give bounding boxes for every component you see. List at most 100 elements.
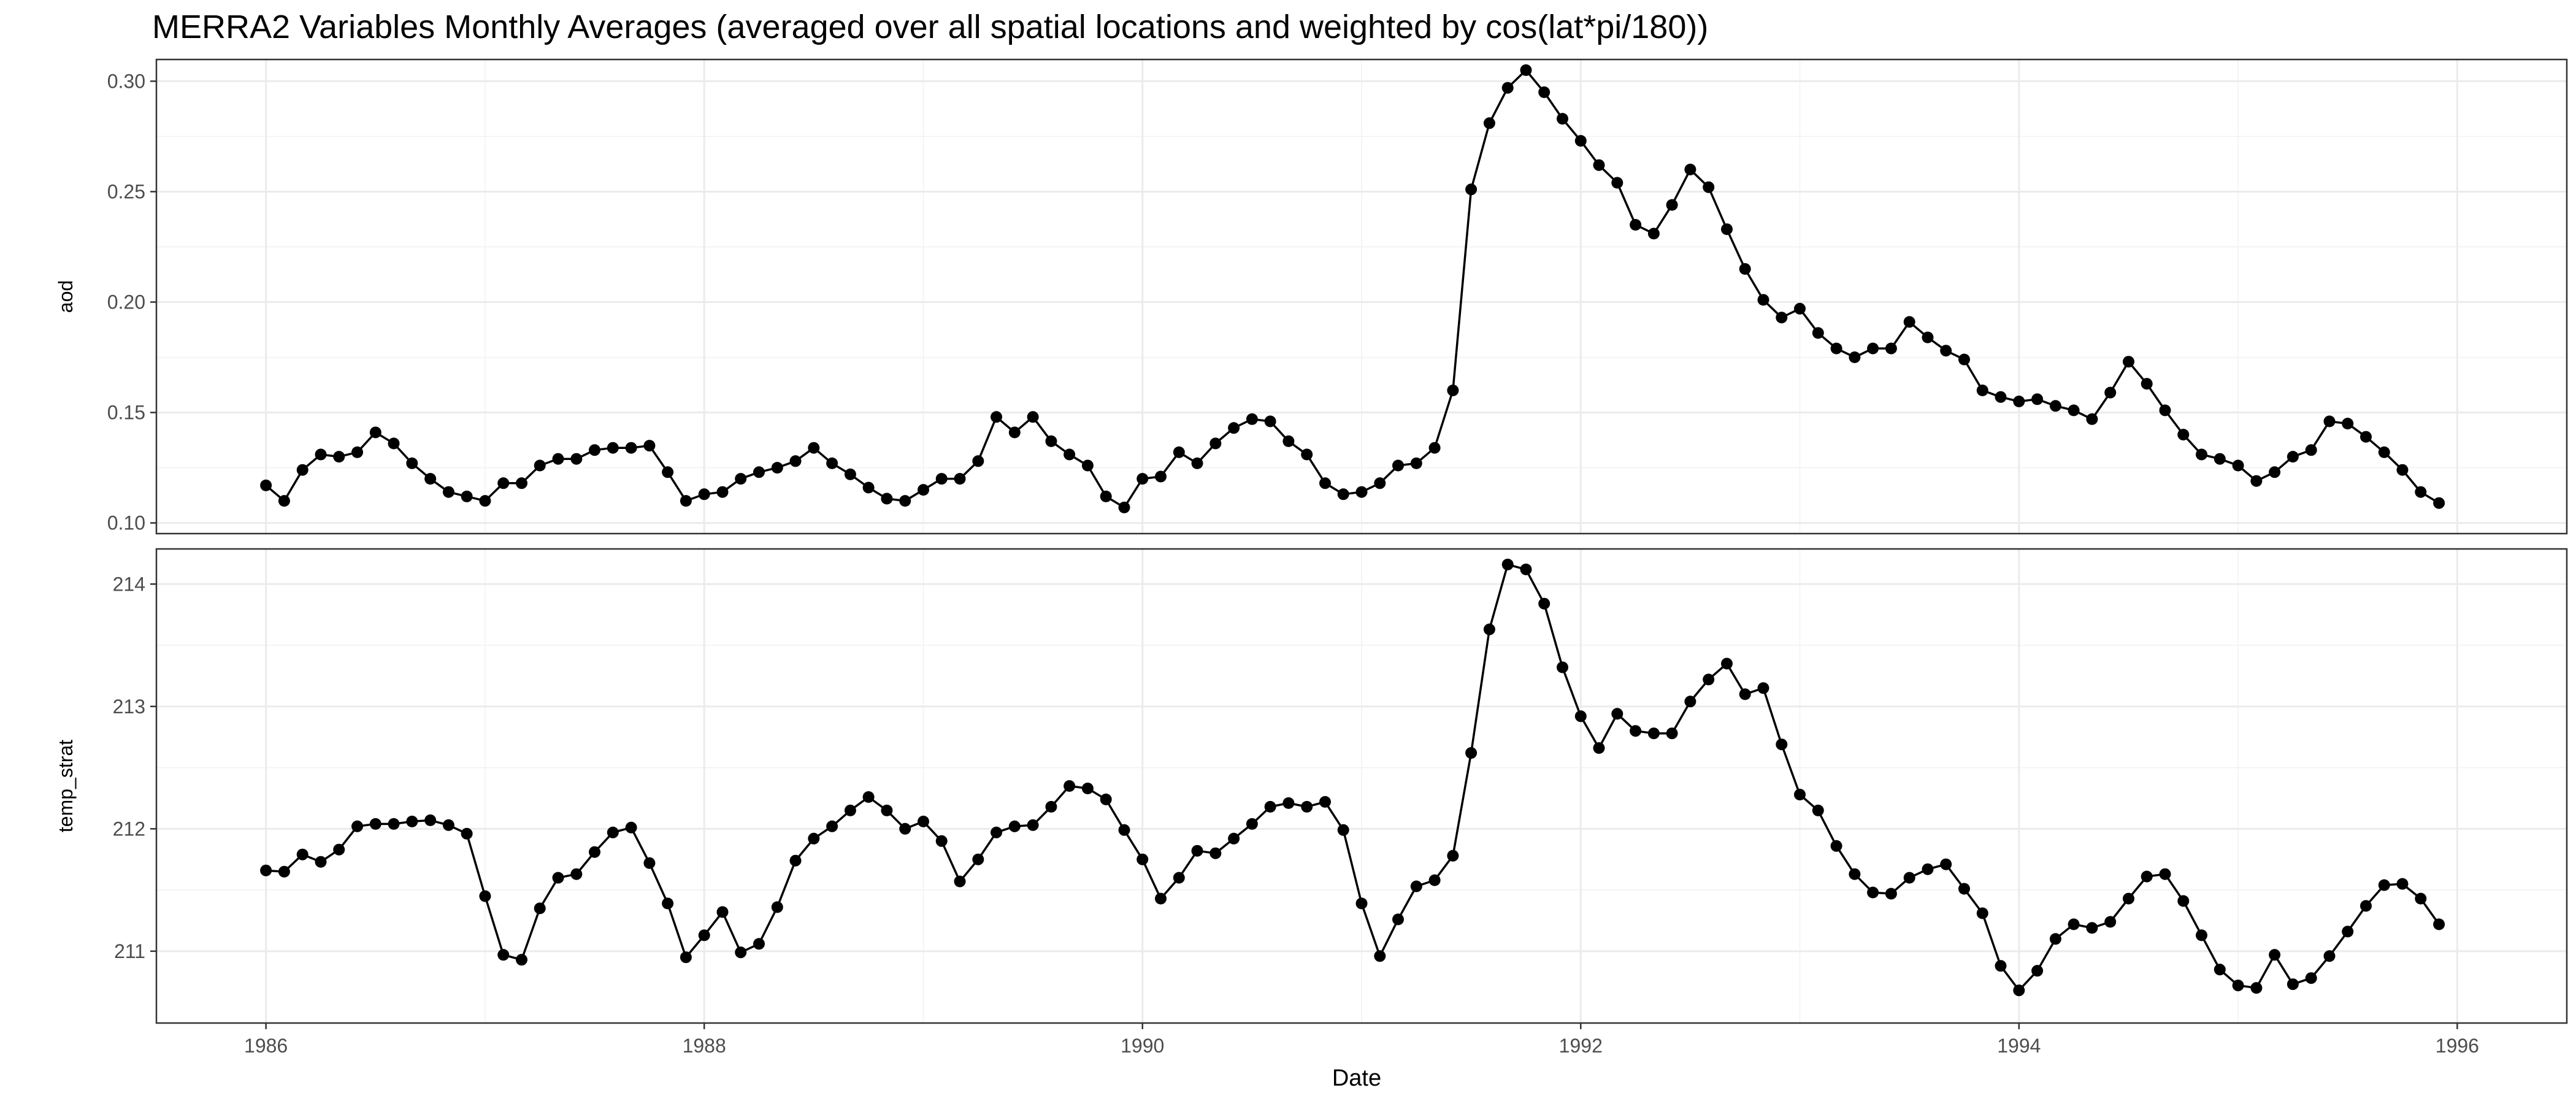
data-point [2396, 878, 2409, 890]
data-point [735, 473, 747, 485]
data-point [1301, 800, 1313, 813]
data-point [1684, 163, 1696, 175]
data-point [1337, 488, 1349, 500]
data-point [1137, 853, 1149, 865]
data-point [442, 486, 454, 498]
data-point [2068, 404, 2080, 416]
data-point [2123, 356, 2134, 368]
data-point [1081, 459, 1094, 472]
data-point [2049, 933, 2061, 945]
x-tick-label: 1996 [2436, 1035, 2479, 1057]
data-point [1611, 177, 1623, 189]
y-tick-label: 0.10 [107, 512, 145, 534]
data-point [1137, 473, 1149, 485]
data-point [625, 821, 637, 834]
y-tick-label: 0.15 [107, 402, 145, 424]
data-point [735, 946, 747, 959]
y-axis-title: aod [55, 280, 77, 313]
data-point [2086, 413, 2098, 425]
data-point [1374, 477, 1386, 489]
x-tick-label: 1992 [1559, 1035, 1603, 1057]
data-point [2342, 418, 2354, 430]
data-point [2196, 448, 2207, 461]
data-point [2104, 916, 2117, 928]
data-point [1849, 351, 1861, 363]
data-point [1922, 331, 1934, 343]
data-point [1903, 316, 1915, 328]
data-point [1776, 312, 1788, 324]
data-point [2159, 868, 2171, 880]
data-point [1520, 64, 1532, 76]
data-point [2177, 895, 2190, 907]
data-point [1538, 86, 1551, 98]
data-point [1976, 907, 1988, 919]
x-tick-label: 1994 [1997, 1035, 2041, 1057]
data-point [698, 929, 710, 941]
data-point [1757, 294, 1769, 306]
data-point [1666, 199, 1678, 211]
data-point [918, 484, 929, 496]
data-point [2031, 393, 2044, 405]
data-point [1903, 872, 1915, 884]
data-point [1100, 490, 1112, 502]
data-point [2214, 453, 2226, 465]
data-point [1355, 897, 1368, 910]
data-point [1027, 819, 1039, 831]
data-point [1520, 563, 1532, 575]
data-point [2378, 879, 2390, 891]
data-point [388, 437, 400, 450]
data-point [2305, 444, 2317, 456]
data-point [1008, 820, 1021, 832]
x-axis: 1986 1988 1990 1992 1994 1996 [244, 1023, 2479, 1057]
data-point [1867, 342, 1879, 355]
data-point [1776, 738, 1788, 751]
data-point [388, 818, 400, 830]
data-point [1501, 558, 1514, 570]
data-point [2086, 922, 2098, 934]
panel-aod: 0.10 0.15 0.20 0.25 0.30 aod [55, 58, 2568, 535]
data-point [881, 804, 893, 816]
data-point [1228, 832, 1240, 845]
data-point [260, 864, 272, 876]
data-point [935, 835, 948, 847]
data-point [643, 440, 656, 452]
data-point [442, 819, 454, 831]
data-point [826, 820, 838, 832]
data-point [2378, 446, 2390, 458]
data-point [2049, 400, 2061, 412]
data-point [844, 468, 856, 480]
data-point [369, 818, 381, 830]
y-tick-label: 212 [113, 818, 145, 840]
data-point [1794, 302, 1806, 315]
data-point [954, 875, 966, 887]
data-point [589, 444, 600, 456]
data-point [935, 473, 948, 485]
data-point [2433, 497, 2445, 509]
data-point [1995, 391, 2007, 403]
data-point [1155, 470, 1167, 483]
data-point [278, 495, 290, 507]
data-point [351, 820, 363, 832]
data-point [899, 495, 911, 507]
data-point [2013, 396, 2025, 407]
data-point [1173, 872, 1185, 884]
data-point [1465, 183, 1478, 196]
data-point [1081, 783, 1094, 794]
data-point [2287, 451, 2299, 463]
data-point [534, 459, 546, 472]
data-point [351, 446, 363, 458]
data-point [1647, 228, 1660, 240]
data-point [607, 826, 619, 838]
data-point [1100, 793, 1112, 805]
data-point [808, 832, 820, 845]
data-point [589, 846, 600, 858]
data-point [1721, 223, 1733, 236]
data-point [808, 442, 820, 454]
data-point [570, 868, 583, 880]
data-point [2177, 429, 2190, 441]
x-tick-label: 1990 [1121, 1035, 1164, 1057]
data-point [1739, 263, 1751, 275]
data-point [1538, 597, 1551, 610]
data-point [789, 854, 802, 867]
data-point [771, 462, 783, 474]
